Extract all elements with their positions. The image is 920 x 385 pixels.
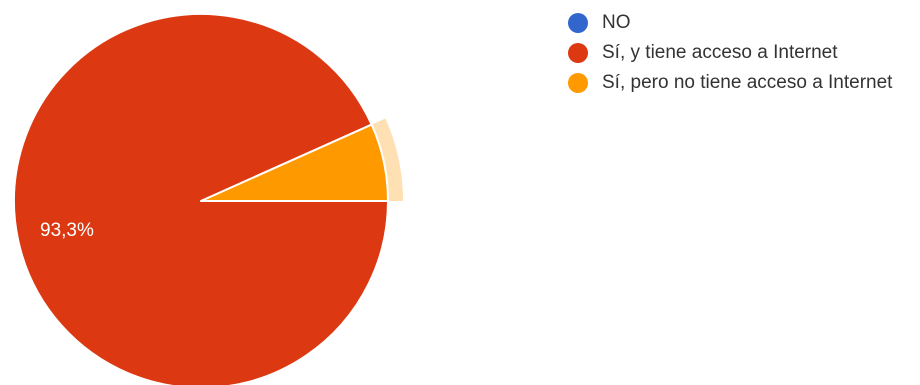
legend-item-si-sin-internet[interactable]: Sí, pero no tiene acceso a Internet: [568, 70, 918, 95]
legend-marker-si-sin-internet: [568, 73, 588, 93]
pie-slice-si-pero-no-tiene-acceso-a-internet[interactable]: [200, 123, 389, 202]
pie-chart-plot: 93,3%: [13, 13, 403, 385]
chart-legend: NO Sí, y tiene acceso a Internet Sí, per…: [568, 10, 918, 100]
legend-marker-no: [568, 13, 588, 33]
legend-label-no: NO: [602, 12, 631, 33]
pie-slice-si-y-tiene-acceso-a-internet[interactable]: [13, 13, 389, 385]
legend-label-si-con-internet: Sí, y tiene acceso a Internet: [602, 42, 838, 63]
legend-label-si-sin-internet: Sí, pero no tiene acceso a Internet: [602, 72, 893, 93]
legend-item-si-con-internet[interactable]: Sí, y tiene acceso a Internet: [568, 40, 918, 65]
pie-slice-highlight-si-pero-no-tiene-acceso-a-internet: [371, 118, 403, 201]
pie-slice-label-si-y-tiene-acceso-a-internet: 93,3%: [40, 220, 94, 241]
legend-marker-si-con-internet: [568, 43, 588, 63]
legend-item-no[interactable]: NO: [568, 10, 918, 35]
